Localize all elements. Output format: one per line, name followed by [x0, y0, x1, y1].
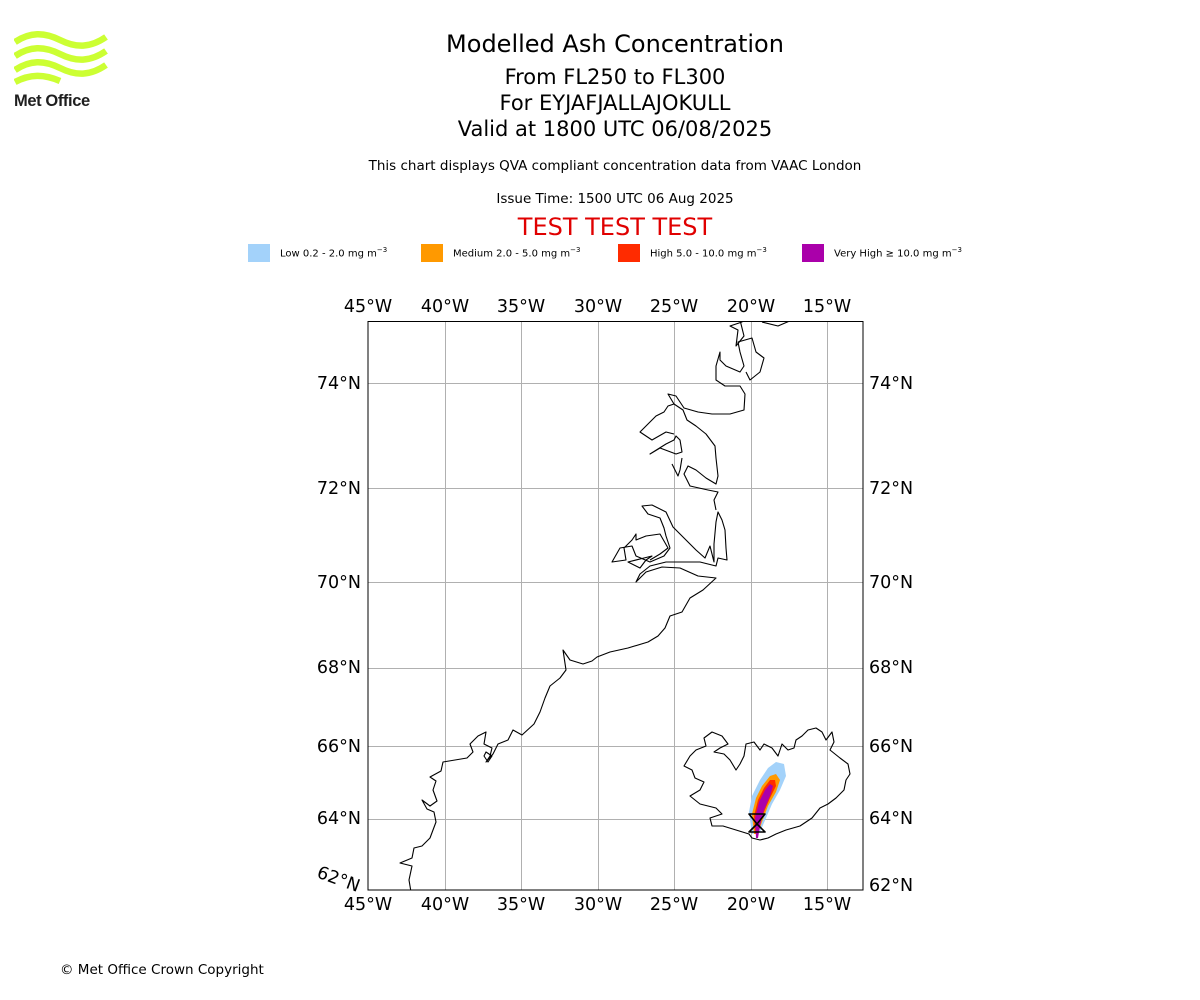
test-banner: TEST TEST TEST: [517, 213, 713, 241]
greenland-southeast-islands: [483, 751, 493, 763]
greenland-inlet-1: [639, 403, 675, 441]
greenland-inlet-4: [729, 321, 745, 347]
legend-label-very-high: Very High ≥ 10.0 mg m: [834, 248, 952, 260]
lat-label-left-62n: 62°N: [314, 863, 362, 897]
lat-label-right-74n: 74°N: [869, 374, 913, 394]
legend-label-medium: Medium 2.0 - 5.0 mg m: [453, 248, 571, 260]
lat-label-right-72n: 72°N: [869, 479, 913, 499]
legend-swatch-medium: [421, 244, 443, 262]
met-office-logo: Met Office: [14, 30, 108, 112]
graticule: [368, 321, 863, 890]
met-office-wordmark: Met Office: [14, 92, 90, 110]
map-frame: [367, 321, 864, 891]
lat-label-right-64n: 64°N: [869, 809, 913, 829]
lon-label-bottom-35w: 35°W: [497, 895, 545, 915]
lat-label-left-66n: 66°N: [317, 737, 361, 757]
right-latitude-labels: 74°N 72°N 70°N 68°N 66°N 64°N 62°N: [869, 374, 913, 896]
lon-label-bottom-45w: 45°W: [344, 895, 392, 915]
lon-label-top-35w: 35°W: [497, 297, 545, 317]
chart-title: Modelled Ash Concentration: [446, 30, 784, 58]
legend-label-high: High 5.0 - 10.0 mg m: [650, 248, 757, 260]
lon-label-top-15w: 15°W: [803, 297, 851, 317]
flight-levels: From FL250 to FL300: [504, 65, 726, 89]
greenland-inlet-5: [761, 321, 792, 327]
bottom-longitude-labels: 45°W 40°W 35°W 30°W 25°W 20°W 15°W: [344, 895, 851, 915]
lon-label-bottom-15w: 15°W: [803, 895, 851, 915]
legend-label-low: Low 0.2 - 2.0 mg m: [280, 248, 377, 260]
legend-swatch-low: [248, 244, 270, 262]
legend-swatch-very-high: [802, 244, 824, 262]
copyright-notice: © Met Office Crown Copyright: [60, 962, 264, 978]
greenland-coastline: [399, 504, 728, 890]
ash-plume-very-high: [755, 784, 773, 838]
greenland-inlet-2: [649, 435, 683, 455]
greenland-inlet-3: [671, 457, 683, 477]
lat-label-right-62n: 62°N: [869, 876, 913, 896]
top-longitude-labels: 45°W 40°W 35°W 30°W 25°W 20°W 15°W: [344, 297, 851, 317]
chart-description: This chart displays QVA compliant concen…: [368, 158, 862, 174]
lon-label-top-45w: 45°W: [344, 297, 392, 317]
lat-label-right-70n: 70°N: [869, 573, 913, 593]
lat-label-right-68n: 68°N: [869, 658, 913, 678]
met-office-wave-icon: [14, 31, 108, 85]
left-latitude-labels: 74°N 72°N 70°N 68°N 66°N 64°N 62°N: [314, 374, 362, 897]
iceland-coastline: [683, 727, 851, 841]
lon-label-bottom-40w: 40°W: [421, 895, 469, 915]
issue-time: Issue Time: 1500 UTC 06 Aug 2025: [496, 191, 734, 207]
lon-label-bottom-25w: 25°W: [650, 895, 698, 915]
lat-label-left-68n: 68°N: [317, 658, 361, 678]
lat-label-left-72n: 72°N: [317, 479, 361, 499]
lon-label-top-20w: 20°W: [727, 297, 775, 317]
lon-label-top-25w: 25°W: [650, 297, 698, 317]
valid-time: Valid at 1800 UTC 06/08/2025: [457, 117, 773, 141]
greenland-island: [627, 555, 653, 569]
lon-label-bottom-30w: 30°W: [574, 895, 622, 915]
lat-label-left-74n: 74°N: [317, 374, 361, 394]
lon-label-top-30w: 30°W: [574, 297, 622, 317]
lon-label-top-40w: 40°W: [421, 297, 469, 317]
lat-label-left-70n: 70°N: [317, 573, 361, 593]
volcano-name: For EYJAFJALLAJOKULL: [499, 91, 731, 115]
lat-label-left-64n: 64°N: [317, 809, 361, 829]
legend-swatch-high: [618, 244, 640, 262]
lon-label-bottom-20w: 20°W: [727, 895, 775, 915]
volcano-location-icon: [748, 813, 766, 833]
lat-label-right-66n: 66°N: [869, 737, 913, 757]
greenland-fjord-north: [667, 337, 765, 511]
